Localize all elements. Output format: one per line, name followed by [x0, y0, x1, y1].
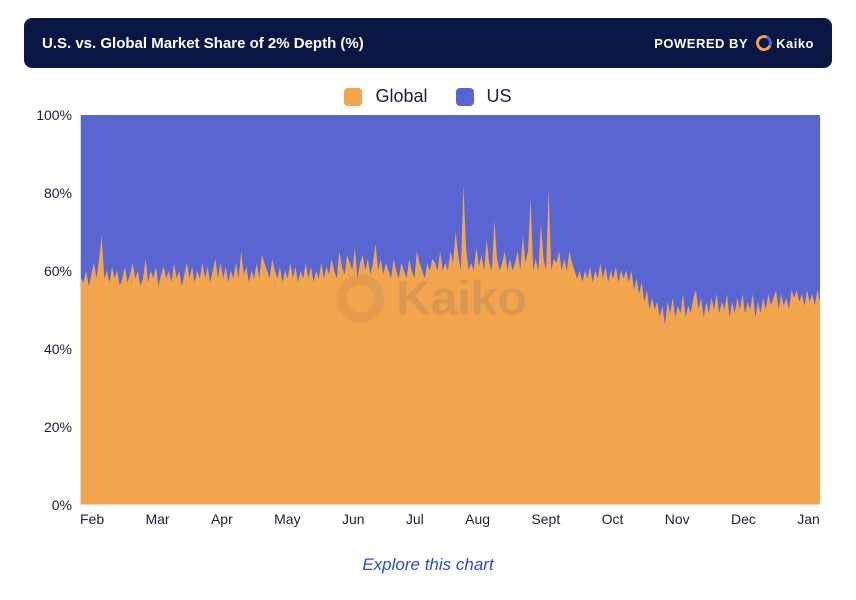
powered-label: POWERED BY	[654, 36, 748, 51]
legend: Global US	[24, 86, 832, 107]
brand-ring-icon	[754, 33, 775, 54]
explore-link[interactable]: Explore this chart	[362, 555, 493, 574]
brand-name: Kaiko	[776, 36, 814, 51]
legend-item-us: US	[456, 86, 512, 107]
y-tick-0: 0%	[52, 497, 80, 513]
x-tick: May	[274, 511, 300, 527]
x-tick: Nov	[665, 511, 690, 527]
y-tick-20: 20%	[44, 419, 80, 435]
legend-swatch-us	[456, 88, 474, 106]
chart-plot-area: 100% 80% 60% 40% 20% 0% Kaiko	[80, 115, 820, 505]
x-tick: Mar	[145, 511, 169, 527]
x-tick: Aug	[465, 511, 490, 527]
y-tick-40: 40%	[44, 341, 80, 357]
x-tick: Dec	[731, 511, 756, 527]
x-axis-labels: Feb Mar Apr May Jun Jul Aug Sept Oct Nov…	[80, 505, 820, 527]
explore-link-wrap: Explore this chart	[24, 555, 832, 575]
y-tick-60: 60%	[44, 263, 80, 279]
plot: Kaiko	[80, 115, 820, 505]
x-tick: Jan	[797, 511, 820, 527]
legend-label-global: Global	[375, 86, 427, 106]
legend-swatch-global	[344, 88, 362, 106]
brand-logo: Kaiko	[756, 35, 814, 51]
x-tick: Feb	[80, 511, 104, 527]
x-tick: Sept	[531, 511, 560, 527]
y-tick-100: 100%	[36, 107, 80, 123]
x-tick: Jun	[342, 511, 365, 527]
chart-title: U.S. vs. Global Market Share of 2% Depth…	[42, 35, 364, 52]
stacked-area-svg	[81, 115, 820, 504]
legend-label-us: US	[487, 86, 512, 106]
legend-item-global: Global	[344, 86, 427, 107]
x-tick: Oct	[602, 511, 624, 527]
powered-by: POWERED BY Kaiko	[654, 35, 814, 51]
y-tick-80: 80%	[44, 185, 80, 201]
x-tick: Jul	[406, 511, 424, 527]
chart-header: U.S. vs. Global Market Share of 2% Depth…	[24, 18, 832, 68]
x-tick: Apr	[211, 511, 233, 527]
